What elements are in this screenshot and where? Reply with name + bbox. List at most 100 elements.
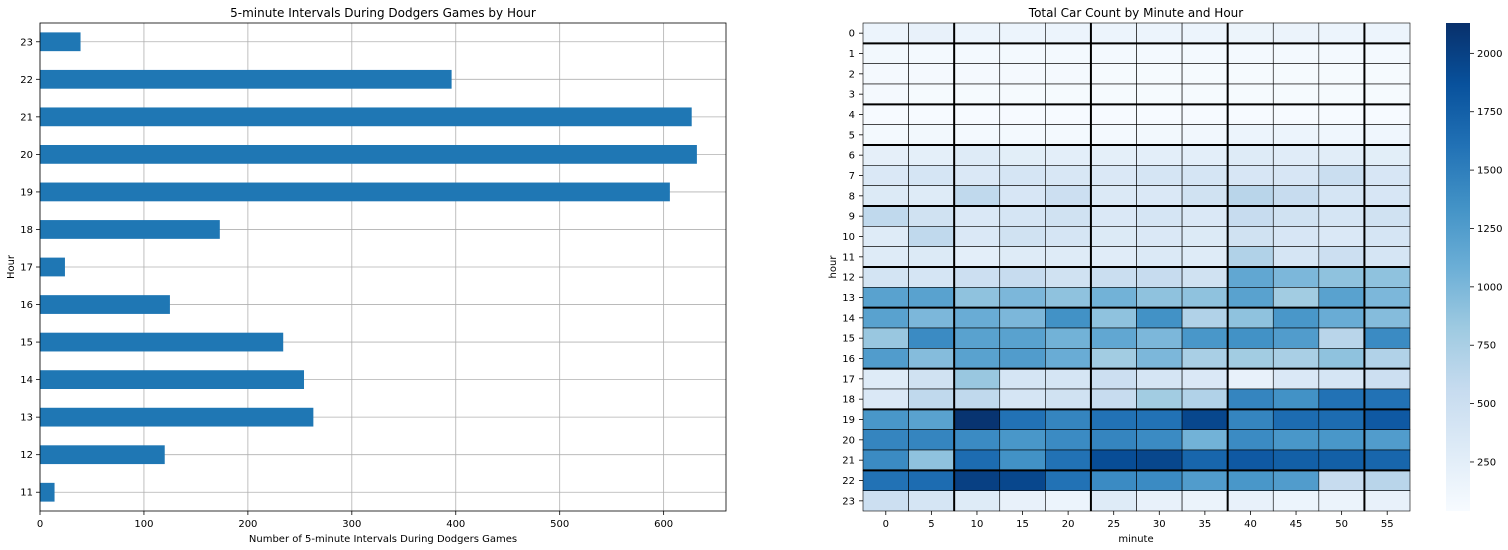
bar-chart-y-tick-label: 15 [20, 338, 33, 349]
heatmap-cell [999, 226, 1046, 247]
heatmap-cell [1364, 226, 1411, 247]
heatmap-cell [1090, 246, 1137, 268]
heatmap-cell [908, 449, 955, 471]
heatmap-cell [1136, 307, 1183, 329]
heatmap-cell [953, 449, 1001, 471]
bar-chart-y-tick-label: 11 [20, 488, 33, 499]
heatmap-cell [908, 43, 955, 64]
heatmap-cell [999, 104, 1046, 125]
heatmap-cell [1227, 388, 1274, 410]
heatmap-cell [1272, 368, 1320, 390]
heatmap-y-tick-label: 12 [842, 273, 855, 284]
bar [40, 370, 305, 389]
bar-chart-y-tick-label: 20 [20, 150, 33, 161]
bar [40, 220, 220, 239]
heatmap-cell [862, 22, 909, 44]
heatmap-y-tick-label: 17 [842, 374, 855, 385]
heatmap-cell [1318, 43, 1365, 64]
heatmap-cell [1136, 144, 1183, 166]
heatmap-cell [908, 287, 955, 308]
heatmap-cell [908, 124, 955, 146]
heatmap-cell [862, 490, 909, 512]
heatmap-y-tick-label: 19 [842, 415, 855, 426]
heatmap-cell [862, 226, 909, 247]
heatmap-cell [1364, 368, 1411, 390]
heatmap-cell [1364, 63, 1411, 85]
colorbar-tick-label: 250 [1477, 457, 1496, 468]
heatmap-cell [1227, 22, 1274, 44]
heatmap-title: Total Car Count by Minute and Hour [1028, 6, 1243, 20]
heatmap-cell [908, 327, 955, 349]
heatmap-cell [953, 185, 1001, 207]
heatmap-cell [1272, 165, 1320, 186]
heatmap-cell [1045, 368, 1092, 390]
heatmap-cell [953, 226, 1001, 247]
heatmap-cell [1181, 83, 1228, 105]
heatmap-cell [1181, 144, 1228, 166]
heatmap-cell [908, 368, 955, 390]
heatmap-cell [1090, 287, 1137, 308]
bar-chart-x-tick-label: 400 [446, 519, 465, 530]
heatmap-cell [1181, 429, 1228, 451]
heatmap-cell [1272, 429, 1320, 451]
heatmap-cell [862, 307, 909, 329]
heatmap-y-tick-label: 11 [842, 252, 855, 263]
heatmap-cell [908, 165, 955, 186]
heatmap-cell [1272, 449, 1320, 471]
heatmap-cell [953, 470, 1001, 491]
heatmap-y-tick-label: 3 [849, 90, 855, 101]
heatmap-cell [1364, 104, 1411, 125]
heatmap-y-tick-label: 10 [842, 232, 855, 243]
colorbar-tick-label: 1750 [1477, 107, 1502, 118]
heatmap-cell [1318, 246, 1365, 268]
heatmap-y-tick-label: 2 [849, 69, 855, 80]
heatmap-cell [908, 205, 955, 227]
heatmap-cell [1318, 470, 1365, 491]
heatmap-cell [1318, 449, 1365, 471]
heatmap-cell [1090, 368, 1137, 390]
bar-chart: 5-minute Intervals During Dodgers Games … [6, 6, 727, 545]
heatmap-cell [999, 43, 1046, 64]
heatmap-cell [1045, 104, 1092, 125]
heatmap-y-tick-label: 8 [849, 191, 855, 202]
heatmap-cell [1090, 490, 1137, 512]
heatmap-y-tick-label: 23 [842, 496, 855, 507]
heatmap-cell [1364, 388, 1411, 410]
bar-chart-y-tick-label: 21 [20, 112, 33, 123]
heatmap-cell [1181, 246, 1228, 268]
heatmap-x-tick-label: 50 [1335, 519, 1348, 530]
heatmap-cell [1090, 409, 1137, 430]
heatmap-cell [862, 104, 909, 125]
heatmap-cell [1045, 226, 1092, 247]
colorbar-tick-label: 750 [1477, 341, 1496, 352]
heatmap-cell [862, 144, 909, 166]
heatmap-cell [1227, 205, 1274, 227]
heatmap-cell [1136, 83, 1183, 105]
bar [40, 145, 697, 164]
heatmap-cell [1181, 22, 1228, 44]
heatmap-cell [999, 429, 1046, 451]
heatmap-cell [1136, 470, 1183, 491]
heatmap-cell [1136, 449, 1183, 471]
heatmap-cell [1045, 348, 1092, 369]
heatmap-cell [1318, 409, 1365, 430]
heatmap-cell [1272, 185, 1320, 207]
heatmap-y-tick-label: 4 [849, 110, 855, 121]
colorbar-tick-label: 1250 [1477, 224, 1502, 235]
bar-chart-x-tick-label: 0 [37, 519, 43, 530]
heatmap-cell [1318, 226, 1365, 247]
heatmap-cell [1272, 470, 1320, 491]
heatmap-y-tick-label: 22 [842, 476, 855, 487]
heatmap-cell [862, 368, 909, 390]
heatmap-x-tick-label: 15 [1016, 519, 1029, 530]
bar [40, 107, 692, 127]
heatmap-cell [1136, 205, 1183, 227]
bar-chart-title: 5-minute Intervals During Dodgers Games … [230, 6, 536, 20]
heatmap-cell [1136, 246, 1183, 268]
heatmap-cell [999, 490, 1046, 512]
heatmap-y-tick-label: 9 [849, 212, 855, 223]
heatmap-cell [953, 63, 1001, 85]
heatmap-cell [999, 144, 1046, 166]
heatmap-cell [1136, 165, 1183, 186]
bar [40, 445, 165, 465]
